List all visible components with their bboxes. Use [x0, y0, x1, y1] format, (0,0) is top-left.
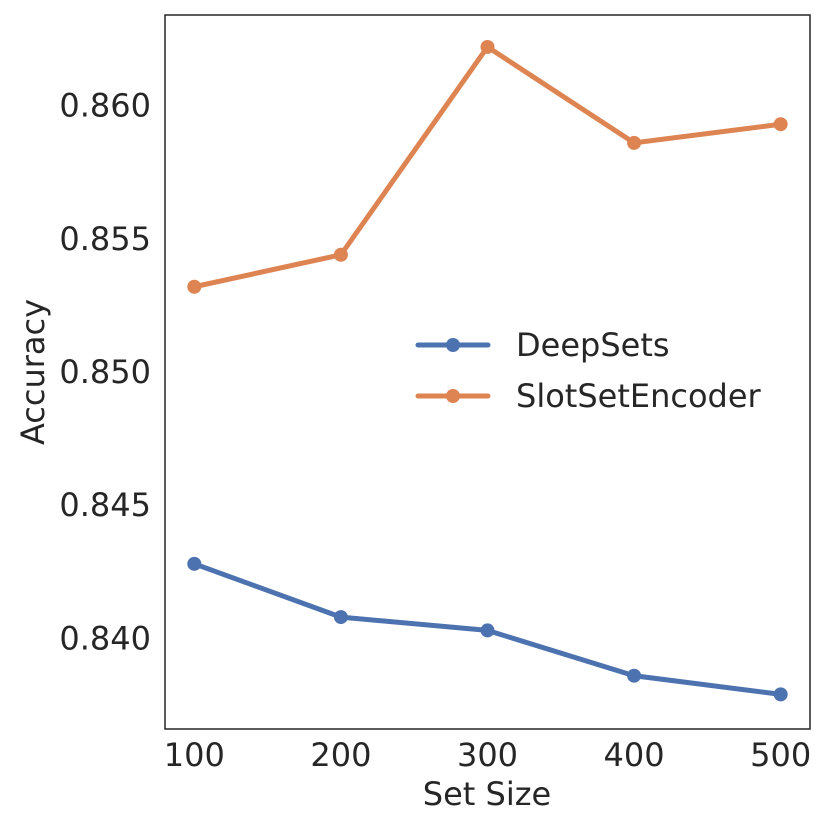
x-axis-ticks: 100 200 300 400 500: [164, 736, 811, 774]
data-point: [333, 610, 348, 625]
y-axis-ticks: 0.840 0.845 0.850 0.855 0.860: [59, 87, 151, 658]
x-tick-label: 400: [604, 736, 665, 774]
data-point: [627, 135, 642, 150]
y-tick-label: 0.860: [59, 87, 151, 125]
y-axis-label: Accuracy: [14, 299, 52, 445]
data-point: [187, 279, 202, 294]
data-point: [480, 623, 495, 638]
data-point: [480, 39, 495, 54]
y-tick-label: 0.855: [59, 220, 151, 258]
x-tick-label: 300: [457, 736, 518, 774]
legend: DeepSets SlotSetEncoder: [415, 326, 762, 415]
data-point: [627, 668, 642, 683]
x-tick-label: 200: [310, 736, 371, 774]
legend-label: SlotSetEncoder: [516, 377, 762, 415]
x-tick-label: 100: [164, 736, 225, 774]
legend-item: DeepSets: [415, 326, 670, 364]
plot-area: [164, 14, 811, 730]
series-deepsets: [187, 556, 788, 702]
y-tick-label: 0.840: [59, 619, 151, 657]
series-slotsetencoder: [187, 39, 788, 294]
y-tick-label: 0.850: [59, 353, 151, 391]
y-tick-label: 0.845: [59, 486, 151, 524]
x-tick-label: 500: [750, 736, 811, 774]
data-point: [187, 556, 202, 571]
x-axis-label: Set Size: [423, 775, 551, 813]
legend-item: SlotSetEncoder: [415, 377, 762, 415]
series-layer: [187, 39, 788, 702]
legend-marker: [446, 338, 460, 352]
data-point: [333, 247, 348, 262]
legend-marker: [446, 389, 460, 403]
data-point: [773, 117, 788, 132]
legend-label: DeepSets: [516, 326, 670, 364]
data-point: [773, 687, 788, 702]
